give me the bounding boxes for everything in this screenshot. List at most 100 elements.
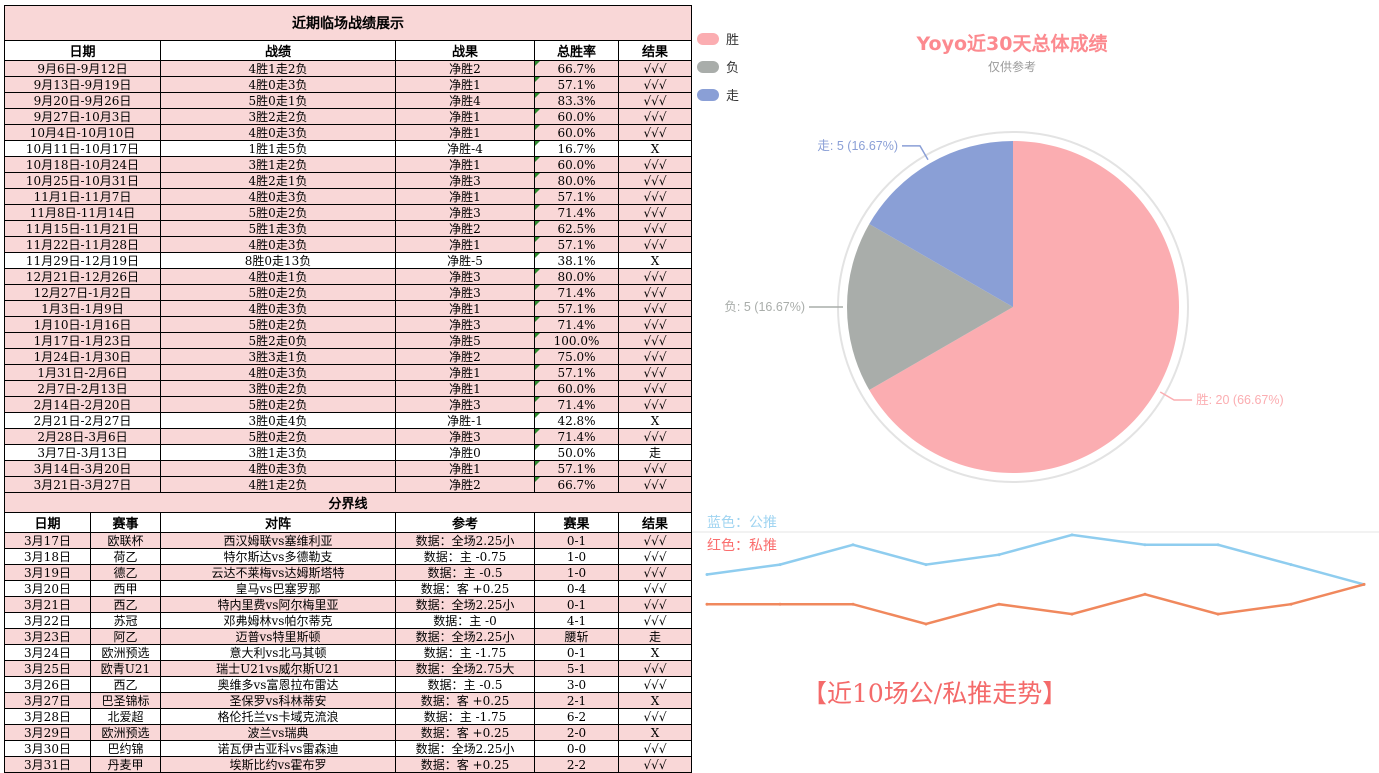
cell-result: 净胜3: [395, 172, 535, 189]
cell-winrate: 57.1%: [534, 300, 619, 317]
trend-point-0-7: [1216, 543, 1220, 547]
pie-subtitle: 仅供参考: [987, 60, 1036, 74]
trend-point-1-2: [851, 602, 855, 606]
cell-league: 德乙: [90, 564, 161, 581]
cell-winrate: 16.7%: [534, 140, 619, 157]
cell-match: 迈普vs特里斯顿: [160, 628, 396, 645]
cell-outcome: √√√: [617, 756, 693, 773]
table-row: 11月22日-11月28日 4胜0走3负 净胜1 57.1% √√√: [4, 236, 693, 253]
weekly-rows: 9月6日-9月12日 4胜1走2负 净胜2 66.7% √√√ 9月13日-9月19日 4胜…: [4, 60, 693, 493]
cell-date: 3月24日: [4, 644, 91, 661]
pie-leader-0: [1159, 391, 1193, 401]
cell-result: 净胜3: [395, 284, 535, 301]
table-row: 9月20日-9月26日 5胜0走1负 净胜4 83.3% √√√: [4, 92, 693, 109]
cell-date: 11月1日-11月7日: [4, 188, 161, 205]
legend-item-loss[interactable]: 负: [697, 57, 739, 76]
table-row: 10月18日-10月24日 3胜1走2负 净胜1 60.0% √√√: [4, 156, 693, 173]
cell-record: 4胜2走1负: [160, 172, 396, 189]
cell-record: 5胜1走3负: [160, 220, 396, 237]
cell-outcome: √√√: [617, 460, 693, 477]
cell-record: 4胜0走1负: [160, 268, 396, 285]
cell-score: 3-0: [534, 676, 619, 693]
col-header-winrate: 总胜率: [534, 40, 619, 61]
legend-swatch-win: [697, 32, 719, 45]
cell-outcome: √√√: [617, 188, 693, 205]
cell-winrate: 57.1%: [534, 236, 619, 253]
cell-record: 3胜2走2负: [160, 108, 396, 125]
col-header-date-2: 日期: [4, 512, 91, 533]
cell-winrate: 71.4%: [534, 396, 619, 413]
cell-result: 净胜1: [395, 156, 535, 173]
cell-record: 3胜1走2负: [160, 156, 396, 173]
cell-reference: 数据：全场2.25小: [395, 596, 535, 613]
cell-winrate: 50.0%: [534, 444, 619, 461]
cell-result: 净胜2: [395, 476, 535, 493]
cell-record: 3胜0走4负: [160, 412, 396, 429]
table-row: 3月27日 巴圣锦标 圣保罗vs科林蒂安 数据：客 +0.25 2-1 X: [4, 692, 693, 709]
cell-league: 苏冠: [90, 612, 161, 629]
cell-outcome: √√√: [617, 332, 693, 349]
trend-chart: [692, 531, 1379, 626]
cell-winrate: 71.4%: [534, 204, 619, 221]
cell-date: 3月22日: [4, 612, 91, 629]
trend-point-0-8: [1289, 563, 1293, 567]
cell-date: 3月21日: [4, 596, 91, 613]
table-row: 12月21日-12月26日 4胜0走1负 净胜3 80.0% √√√: [4, 268, 693, 285]
cell-outcome: √√√: [617, 236, 693, 253]
cell-match: 奥维多vs富恩拉布雷达: [160, 676, 396, 693]
cell-result: 净胜1: [395, 188, 535, 205]
cell-record: 4胜0走3负: [160, 364, 396, 381]
cell-winrate: 60.0%: [534, 124, 619, 141]
table-row: 9月27日-10月3日 3胜2走2负 净胜1 60.0% √√√: [4, 108, 693, 125]
table-row: 2月7日-2月13日 3胜0走2负 净胜1 60.0% √√√: [4, 380, 693, 397]
trend-title: 【近10场公/私推走势】: [802, 679, 1068, 708]
cell-date: 9月27日-10月3日: [4, 108, 161, 125]
pie-slice-0: [869, 141, 1179, 473]
cell-league: 荷乙: [90, 548, 161, 565]
cell-date: 1月10日-1月16日: [4, 316, 161, 333]
cell-outcome: √√√: [617, 364, 693, 381]
legend-label-loss: 负: [726, 61, 740, 76]
legend-public: 蓝色：公推: [707, 515, 777, 531]
cell-winrate: 42.8%: [534, 412, 619, 429]
cell-score: 0-1: [534, 596, 619, 613]
col-header-record: 战绩: [160, 40, 396, 61]
cell-outcome: √√√: [617, 476, 693, 493]
cell-outcome: √√√: [617, 564, 693, 581]
col-header-outcome-2: 结果: [617, 512, 693, 533]
cell-date: 3月28日: [4, 708, 91, 725]
trend-point-0-3: [924, 563, 928, 567]
cell-outcome: √√√: [617, 124, 693, 141]
cell-date: 1月3日-1月9日: [4, 300, 161, 317]
record-panel: 近期临场战绩展示 日期 战绩 战果 总胜率 结果 9月6日-9月12日 4胜1走2…: [3, 5, 693, 773]
cell-date: 3月19日: [4, 564, 91, 581]
cell-score: 0-1: [534, 644, 619, 661]
cell-outcome: √√√: [617, 348, 693, 365]
cell-outcome: √√√: [617, 76, 693, 93]
cell-outcome: √√√: [617, 60, 693, 77]
cell-outcome: √√√: [617, 428, 693, 445]
table-row: 3月22日 苏冠 邓弗姆林vs帕尔蒂克 数据：主 -0 4-1 √√√: [4, 612, 693, 629]
match-rows: 3月17日 欧联杯 西汉姆联vs塞维利亚 数据：全场2.25小 0-1 √√√ 3月18日荷…: [4, 532, 693, 773]
cell-result: 净胜2: [395, 60, 535, 77]
cell-outcome: √√√: [617, 108, 693, 125]
table-title: 近期临场战绩展示: [3, 5, 693, 41]
trend-point-1-9: [1362, 582, 1366, 586]
legend-item-win[interactable]: 胜: [697, 29, 739, 48]
cell-result: 净胜2: [395, 220, 535, 237]
cell-result: 净胜-4: [395, 140, 535, 157]
cell-date: 1月24日-1月30日: [4, 348, 161, 365]
cell-date: 10月18日-10月24日: [4, 156, 161, 173]
table-row: 11月1日-11月7日 4胜0走3负 净胜1 57.1% √√√: [4, 188, 693, 205]
trend-point-0-1: [778, 563, 782, 567]
legend-item-push[interactable]: 走: [697, 85, 739, 104]
cell-outcome: X: [617, 252, 693, 269]
trend-point-1-0: [705, 602, 709, 606]
table-row: 3月18日 荷乙 特尔斯达vs多德勒支 数据：主 -0.75 1-0 √√√: [4, 548, 693, 565]
cell-date: 3月25日: [4, 660, 91, 677]
table-row: 2月28日-3月6日 5胜0走2负 净胜3 71.4% √√√: [4, 428, 693, 445]
table-row: 9月13日-9月19日 4胜0走3负 净胜1 57.1% √√√: [4, 76, 693, 93]
cell-outcome: √√√: [617, 172, 693, 189]
cell-league: 欧洲预选: [90, 644, 161, 661]
cell-record: 8胜0走13负: [160, 252, 396, 269]
